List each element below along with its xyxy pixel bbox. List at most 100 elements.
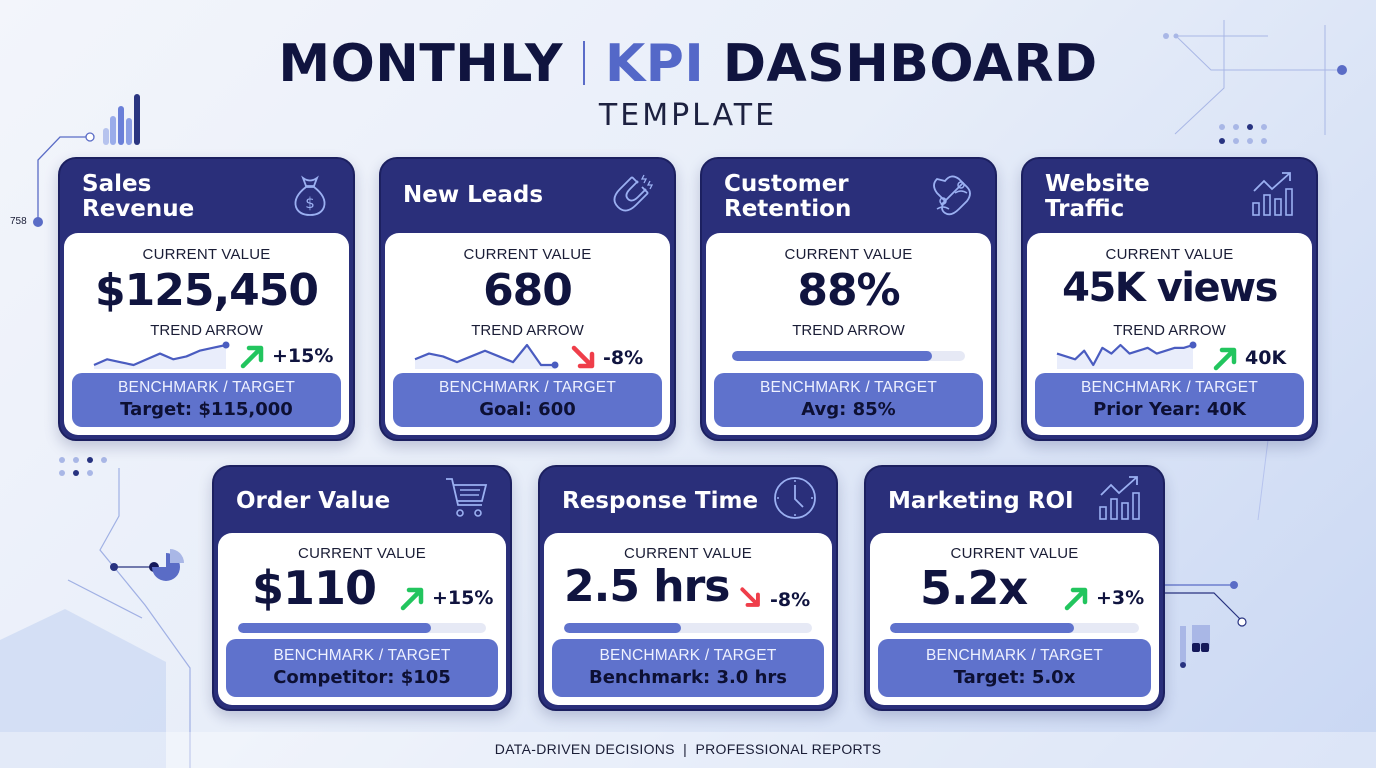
trend-up-icon (1064, 587, 1088, 611)
benchmark-label: BENCHMARK / TARGET (599, 647, 777, 664)
kpi-card-response-time[interactable]: Response Time CURRENT VALUE 2.5 hrs -8% … (538, 465, 838, 711)
benchmark-label: BENCHMARK / TARGET (273, 647, 451, 664)
bar-chart-up-icon (1099, 476, 1140, 520)
trend-delta: 40K (1245, 347, 1287, 369)
title-monthly: MONTHLY (278, 34, 563, 94)
progress-fill (564, 623, 681, 633)
trend-down-icon (571, 345, 595, 369)
trend-label: TREND ARROW (792, 322, 905, 339)
card-title: Sales Revenue (82, 171, 195, 222)
current-value-label: CURRENT VALUE (1105, 246, 1234, 263)
progress-fill (238, 623, 432, 633)
current-value-label: CURRENT VALUE (950, 545, 1079, 562)
trend-delta: -8% (603, 347, 644, 369)
card-title: Customer Retention (724, 171, 852, 222)
sparkline (414, 343, 559, 369)
benchmark-value: Benchmark: 3.0 hrs (589, 667, 787, 688)
current-value: 2.5 hrs (564, 561, 730, 612)
current-value: 88% (797, 265, 900, 316)
decor-number: 758 (10, 216, 27, 227)
current-value-label: CURRENT VALUE (463, 246, 592, 263)
footer-band (0, 732, 1376, 768)
trend-down-icon (740, 587, 760, 607)
benchmark-label: BENCHMARK / TARGET (439, 379, 616, 396)
page-title: MONTHLY KPI DASHBOARD (0, 32, 1376, 96)
kpi-card-new-leads[interactable]: New Leads CURRENT VALUE 680 TREND ARROW … (379, 157, 676, 441)
benchmark-value: Target: 5.0x (953, 667, 1076, 688)
benchmark-value: Avg: 85% (801, 399, 896, 420)
benchmark-value: Goal: 600 (479, 399, 576, 420)
trend-delta: +15% (272, 345, 334, 367)
trend-label: TREND ARROW (1113, 322, 1226, 339)
progress-bar (564, 623, 812, 633)
trend-up-icon (400, 587, 424, 611)
trend-label: TREND ARROW (471, 322, 584, 339)
kpi-card-sales-revenue[interactable]: Sales Revenue $ CURRENT VALUE $125,450 TR… (58, 157, 355, 441)
current-value: 680 (483, 265, 573, 316)
bar-chart-up-icon (1252, 172, 1293, 216)
current-value: $110 (252, 561, 377, 615)
title-kpi: KPI (605, 34, 705, 94)
kpi-card-order-value[interactable]: Order Value CURRENT VALUE $110 +15% BENC… (212, 465, 512, 711)
clock-icon (774, 477, 816, 519)
sparkline (93, 341, 230, 369)
sparkline-area (415, 345, 555, 369)
trend-label: TREND ARROW (150, 322, 263, 339)
sparkline-line (1056, 343, 1194, 367)
progress-fill (890, 623, 1075, 633)
benchmark-panel: BENCHMARK / TARGET Prior Year: 40K (1035, 373, 1304, 427)
title-separator (583, 41, 585, 85)
card-title: Website Traffic (1045, 171, 1150, 222)
sparkline-endpoint (551, 361, 559, 369)
benchmark-panel: BENCHMARK / TARGET Target: 5.0x (878, 639, 1151, 697)
trend-up-icon (1213, 347, 1237, 371)
sparkline-endpoint (222, 341, 230, 349)
benchmark-label: BENCHMARK / TARGET (760, 379, 937, 396)
benchmark-label: BENCHMARK / TARGET (118, 379, 295, 396)
svg-text:$: $ (305, 194, 315, 212)
progress-bar (890, 623, 1139, 633)
sparkline-line (414, 343, 555, 367)
current-value-label: CURRENT VALUE (784, 246, 913, 263)
current-value: 5.2x (920, 561, 1028, 615)
benchmark-value: Competitor: $105 (273, 667, 451, 688)
current-value: 45K views (1062, 265, 1278, 311)
benchmark-label: BENCHMARK / TARGET (1081, 379, 1258, 396)
benchmark-panel: BENCHMARK / TARGET Avg: 85% (714, 373, 983, 427)
current-value-label: CURRENT VALUE (298, 545, 426, 562)
card-title: Order Value (236, 488, 391, 514)
retention-icon (933, 175, 971, 216)
sparkline-endpoint (1189, 341, 1197, 349)
card-title: Marketing ROI (888, 488, 1074, 514)
trend-up-icon (240, 345, 264, 369)
page-subtitle: TEMPLATE (598, 98, 778, 133)
title-dashboard: DASHBOARD (722, 34, 1098, 94)
trend-delta: +15% (432, 587, 494, 609)
shopping-cart-icon (446, 478, 488, 517)
kpi-card-customer-retention[interactable]: Customer Retention CURRENT VALUE 88% TREN… (700, 157, 997, 441)
card-title: Response Time (562, 488, 759, 514)
current-value-label: CURRENT VALUE (142, 246, 271, 263)
money-bag-icon: $ (294, 175, 326, 216)
progress-fill (732, 351, 933, 361)
benchmark-panel: BENCHMARK / TARGET Benchmark: 3.0 hrs (552, 639, 824, 697)
current-value: $125,450 (94, 265, 319, 316)
card-title: New Leads (403, 182, 544, 208)
sparkline-line (93, 343, 227, 367)
benchmark-panel: BENCHMARK / TARGET Target: $115,000 (72, 373, 341, 427)
benchmark-label: BENCHMARK / TARGET (926, 647, 1103, 664)
benchmark-value: Target: $115,000 (120, 399, 293, 420)
sparkline-area (94, 345, 226, 369)
magnet-icon (613, 174, 654, 212)
trend-delta: -8% (770, 589, 811, 611)
footer-tagline: DATA-DRIVEN DECISIONS | PROFESSIONAL REP… (494, 741, 882, 757)
current-value-label: CURRENT VALUE (624, 545, 752, 562)
progress-bar (732, 351, 965, 361)
trend-delta: +3% (1096, 587, 1145, 609)
progress-bar (238, 623, 486, 633)
benchmark-panel: BENCHMARK / TARGET Competitor: $105 (226, 639, 498, 697)
kpi-card-website-traffic[interactable]: Website Traffic CURRENT VALUE 45K views T… (1021, 157, 1318, 441)
benchmark-value: Prior Year: 40K (1093, 399, 1246, 420)
benchmark-panel: BENCHMARK / TARGET Goal: 600 (393, 373, 662, 427)
kpi-card-marketing-roi[interactable]: Marketing ROI CURRENT VALUE 5.2x +3% BEN… (864, 465, 1165, 711)
